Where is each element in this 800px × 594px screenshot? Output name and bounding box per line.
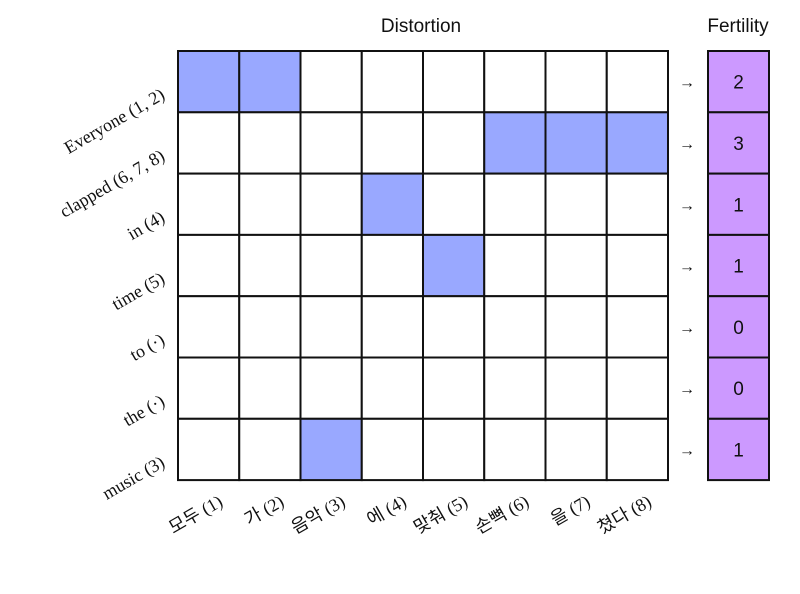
grid-cell [422, 172, 486, 236]
grid-cell [177, 295, 241, 359]
grid-cell [238, 111, 302, 175]
grid-cell [605, 417, 669, 482]
grid-cell [483, 417, 547, 482]
fertility-value: 1 [733, 195, 744, 216]
aligned-cell [422, 233, 486, 298]
arrow-icon: → [679, 320, 695, 337]
grid-cell [299, 295, 363, 359]
grid-cell [544, 50, 608, 114]
grid-cell [360, 50, 424, 114]
aligned-cell [605, 111, 669, 175]
fertility-value: 3 [733, 134, 744, 155]
grid-cell [483, 50, 547, 114]
arrow-icon: → [679, 197, 695, 214]
distortion-grid [177, 50, 669, 482]
grid-cell [360, 295, 424, 359]
aligned-cell [177, 50, 241, 114]
column-label: 에 (4) [363, 491, 410, 530]
grid-cell [360, 417, 424, 482]
row-label: in (4) [124, 207, 169, 245]
fertility-column: 2 3 1 1 0 0 1 [707, 50, 770, 482]
fertility-value: 1 [733, 257, 744, 278]
row-label: time (5) [108, 268, 168, 315]
grid-cell [483, 356, 547, 420]
aligned-cell [360, 172, 424, 236]
arrow-icon: → [679, 442, 695, 459]
column-label: 음악 (3) [288, 491, 349, 538]
grid-cell [483, 233, 547, 298]
target-word-labels: 모두 (1) 가 (2) 음악 (3) 에 (4) 맞춰 (5) 손뼉 (6) 을 (7) 쳤… [165, 491, 655, 538]
aligned-cell [238, 50, 302, 114]
grid-cell [177, 111, 241, 175]
source-word-labels: Everyone (1, 2)clapped (6, 7, 8)in (4)ti… [56, 84, 168, 504]
grid-cell [605, 50, 669, 114]
grid-cell [238, 233, 302, 298]
column-label: 맞춰 (5) [410, 491, 471, 538]
grid-cell [360, 111, 424, 175]
fertility-cell [707, 111, 770, 175]
grid-cell [299, 356, 363, 420]
grid-cell [544, 417, 608, 482]
grid-cell [299, 172, 363, 236]
grid-cell [177, 356, 241, 420]
arrow-icon: → [679, 259, 695, 276]
arrow-icon: → [679, 75, 695, 92]
grid-cell [177, 172, 241, 236]
grid-cell [299, 233, 363, 298]
column-label: 가 (2) [241, 491, 288, 530]
aligned-cell [483, 111, 547, 175]
row-label: music (3) [99, 452, 169, 504]
grid-cell [238, 417, 302, 482]
column-label: 손뼉 (6) [471, 491, 532, 538]
grid-cell [422, 50, 486, 114]
fertility-value: 2 [733, 73, 744, 94]
grid-cell [360, 233, 424, 298]
grid-cell [422, 295, 486, 359]
aligned-cell [544, 111, 608, 175]
grid-cell [544, 295, 608, 359]
grid-cell [483, 172, 547, 236]
grid-cell [177, 417, 241, 482]
grid-cell [422, 417, 486, 482]
grid-cell [238, 172, 302, 236]
column-label: 쳤다 (8) [594, 491, 655, 538]
row-label: to (·) [126, 329, 168, 365]
fertility-cell [707, 417, 770, 482]
grid-cell [360, 356, 424, 420]
grid-cell [605, 233, 669, 298]
fertility-title: Fertility [707, 16, 769, 37]
aligned-cell [299, 417, 363, 482]
fertility-cell [707, 50, 770, 114]
arrow-icon: → [679, 136, 695, 153]
fertility-value: 0 [733, 318, 744, 339]
row-label: the (·) [119, 391, 168, 431]
grid-cell [177, 233, 241, 298]
grid-cell [483, 295, 547, 359]
column-label: 모두 (1) [165, 491, 226, 538]
grid-cell [605, 172, 669, 236]
column-label: 을 (7) [547, 491, 594, 530]
grid-cell [238, 295, 302, 359]
grid-cell [544, 172, 608, 236]
fertility-arrows: → → → → → → → [679, 75, 695, 460]
grid-cell [422, 111, 486, 175]
fertility-value: 0 [733, 379, 744, 400]
fertility-value: 1 [733, 440, 744, 461]
row-label: Everyone (1, 2) [61, 84, 169, 158]
grid-cell [605, 295, 669, 359]
grid-cell [299, 111, 363, 175]
arrow-icon: → [679, 381, 695, 398]
grid-cell [605, 356, 669, 420]
grid-cell [544, 356, 608, 420]
grid-cell [544, 233, 608, 298]
distortion-title: Distortion [381, 16, 461, 37]
grid-cell [238, 356, 302, 420]
fertility-cell [707, 172, 770, 236]
grid-cell [422, 356, 486, 420]
grid-cell [299, 50, 363, 114]
